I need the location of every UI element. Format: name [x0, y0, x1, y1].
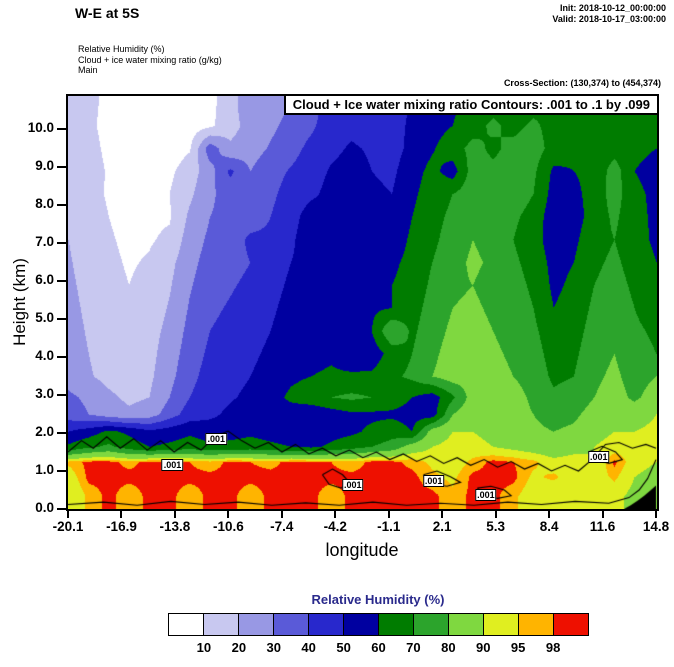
x-tick-mark [173, 511, 176, 518]
x-tick-label: 11.6 [589, 519, 616, 534]
field-line-rh: Relative Humidity (%) [78, 44, 165, 54]
y-tick-label: 10.0 [27, 120, 54, 135]
x-tick-mark [494, 511, 497, 518]
x-tick-label: -20.1 [52, 519, 84, 534]
contour-label: .001 [205, 432, 228, 445]
y-tick-mark [57, 356, 66, 358]
y-tick-mark [57, 242, 66, 244]
y-tick-mark [57, 280, 66, 282]
y-tick-mark [57, 128, 66, 130]
x-tick-mark [280, 511, 283, 518]
legend-cell [273, 614, 308, 635]
legend-colorbar [168, 613, 589, 636]
legend-cell [343, 614, 378, 635]
plot-title: W-E at 5S [75, 5, 140, 21]
y-tick-mark [57, 204, 66, 206]
x-tick-label: 2.1 [432, 519, 452, 534]
y-tick-mark [57, 394, 66, 396]
y-tick-label: 1.0 [35, 462, 54, 477]
x-tick-label: -1.1 [377, 519, 401, 534]
rh-contour-field-canvas [68, 96, 657, 509]
legend-tick-label: 60 [371, 640, 386, 655]
legend-tick-label: 95 [510, 640, 526, 655]
legend-cell [448, 614, 483, 635]
legend-cell [169, 614, 203, 635]
field-line-main: Main [78, 65, 98, 75]
legend-cell [518, 614, 553, 635]
legend-tick-label: 90 [476, 640, 491, 655]
legend-tick-label: 70 [406, 640, 421, 655]
y-tick-label: 4.0 [35, 348, 54, 363]
legend-tick-label: 10 [196, 640, 212, 655]
contour-label: .001 [161, 459, 184, 472]
x-tick-mark [441, 511, 444, 518]
x-tick-mark [67, 511, 69, 518]
y-tick-label: 2.0 [35, 424, 54, 439]
y-tick-label: 7.0 [35, 234, 54, 249]
contour-label: .001 [422, 474, 445, 487]
legend-cell [308, 614, 343, 635]
legend-cell [378, 614, 413, 635]
x-tick-label: 8.4 [539, 519, 559, 534]
x-tick-label: -16.9 [106, 519, 137, 534]
y-tick-label: 9.0 [35, 158, 54, 173]
contour-info-box: Cloud + Ice water mixing ratio Contours:… [283, 94, 659, 115]
contour-label: .001 [587, 450, 610, 463]
contour-label: .001 [475, 488, 497, 501]
y-tick-label: 6.0 [35, 272, 54, 287]
field-line-cloud: Cloud + ice water mixing ratio (g/kg) [78, 54, 222, 65]
plot-area: Cloud + Ice water mixing ratio Contours:… [66, 94, 659, 511]
cross-section-info: Cross-Section: (130,374) to (454,374) [503, 78, 661, 88]
contour-label: .001 [341, 479, 364, 492]
x-tick-label: 5.3 [486, 519, 506, 534]
legend-cell [483, 614, 518, 635]
x-tick-mark [120, 511, 123, 518]
valid-time: Valid: 2018-10-17_03:00:00 [552, 14, 666, 24]
x-tick-mark [548, 511, 551, 518]
legend-cell [203, 614, 238, 635]
x-tick-label: -7.4 [270, 519, 294, 534]
y-tick-label: 8.0 [35, 196, 54, 211]
x-tick-label: -4.2 [323, 519, 347, 534]
legend-tick-label: 50 [336, 640, 351, 655]
x-tick-mark [655, 511, 657, 518]
x-tick-label: -13.8 [159, 519, 191, 534]
x-tick-label: 14.8 [642, 519, 670, 534]
x-tick-mark [387, 511, 390, 518]
init-time: Init: 2018-10-12_00:00:00 [559, 3, 666, 13]
x-tick-mark [227, 511, 230, 518]
y-tick-mark [57, 508, 66, 510]
field-description-block: Relative Humidity (%) Cloud + ice water … [78, 44, 222, 76]
y-tick-label: 0.0 [35, 500, 54, 515]
legend-tick-label: 40 [301, 640, 316, 655]
x-tick-label: -10.6 [212, 519, 244, 534]
y-tick-label: 5.0 [35, 310, 54, 325]
legend-tick-label: 98 [545, 640, 561, 655]
legend-tick-label: 30 [266, 640, 281, 655]
x-axis-title: longitude [325, 540, 399, 560]
x-tick-mark [601, 511, 604, 518]
y-tick-mark [57, 470, 66, 472]
x-tick-mark [334, 511, 337, 518]
legend-title: Relative Humidity (%) [311, 592, 445, 607]
init-valid-block: Init: 2018-10-12_00:00:00 Valid: 2018-10… [552, 3, 666, 25]
legend-tick-label: 20 [231, 640, 247, 655]
y-tick-mark [57, 432, 66, 434]
y-tick-mark [57, 318, 66, 320]
y-tick-label: 3.0 [35, 386, 54, 401]
legend-cell [238, 614, 273, 635]
y-tick-mark [57, 166, 66, 168]
legend-cell [413, 614, 448, 635]
legend-cell [553, 614, 588, 635]
legend-tick-label: 80 [441, 640, 456, 655]
